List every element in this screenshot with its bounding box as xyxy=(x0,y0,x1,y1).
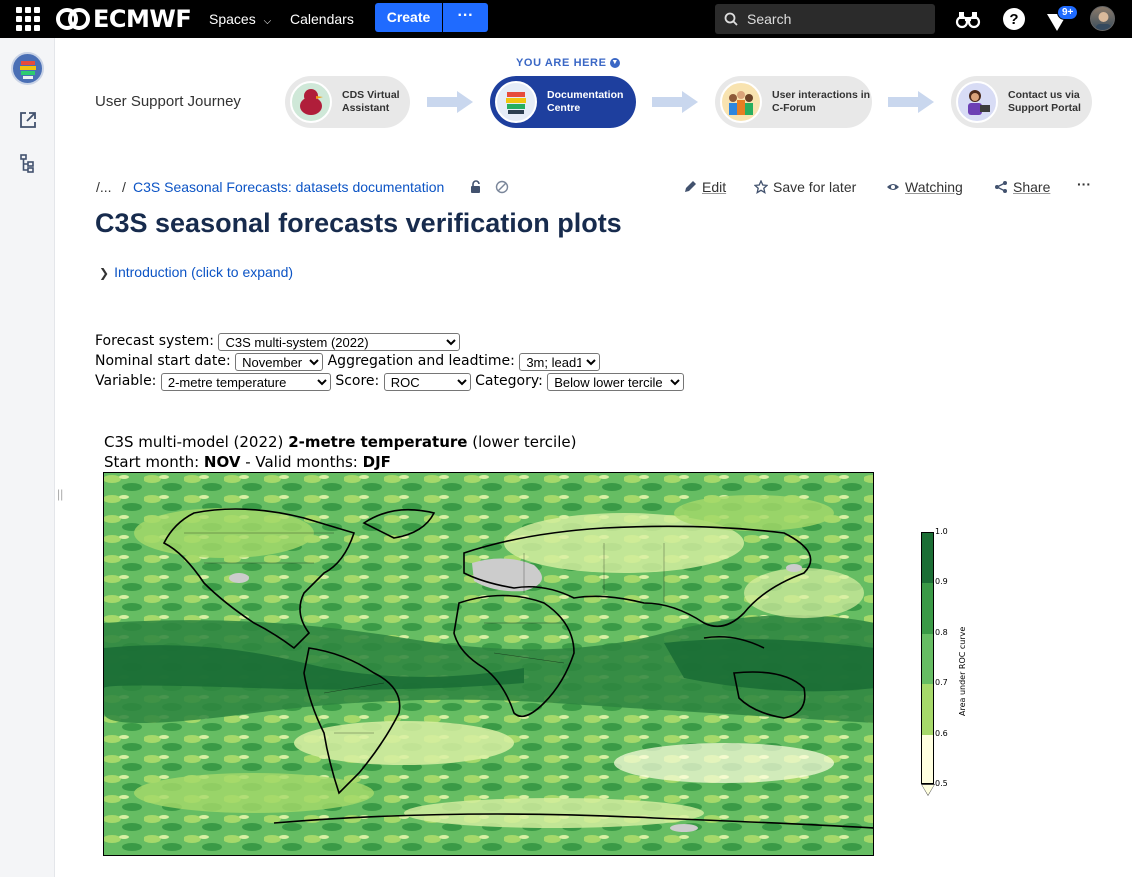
aggregation-label: Aggregation and leadtime: xyxy=(327,353,515,369)
page-tree-icon[interactable] xyxy=(18,153,38,173)
user-avatar-icon xyxy=(1096,12,1111,30)
score-select[interactable]: ROC xyxy=(383,373,471,391)
support-agent-icon xyxy=(956,81,998,123)
colorbar xyxy=(921,532,934,784)
journey-step-support-portal[interactable]: Contact us via Support Portal xyxy=(951,76,1092,128)
people-icon xyxy=(720,81,762,123)
create-button[interactable]: Create xyxy=(375,3,442,32)
space-sidebar xyxy=(0,38,55,877)
colorbar-tick: 0.5 xyxy=(935,779,948,788)
breadcrumb-parent-link[interactable]: C3S Seasonal Forecasts: datasets documen… xyxy=(133,179,445,195)
colorbar-tick: 1.0 xyxy=(935,527,948,536)
save-for-later-button[interactable]: Save for later xyxy=(754,179,856,195)
top-navigation-bar: ECMWF Spaces ⌵ Calendars Create ··· ? 9+ xyxy=(0,0,1132,38)
help-icon[interactable]: ? xyxy=(1001,6,1027,32)
user-avatar[interactable] xyxy=(1090,6,1115,31)
expand-label: Introduction (click to expand) xyxy=(114,264,294,280)
forecast-system-select[interactable]: C3S multi-system (2022) xyxy=(218,333,461,351)
more-actions-button[interactable]: ··· xyxy=(1077,176,1091,192)
user-support-journey: User Support Journey YOU ARE HERE ▼ CDS … xyxy=(95,55,1095,135)
logo-text: ECMWF xyxy=(93,5,192,33)
create-more-button[interactable]: ··· xyxy=(443,3,488,32)
colorbar-tick: 0.7 xyxy=(935,678,948,687)
you-are-here-label: YOU ARE HERE ▼ xyxy=(516,57,621,69)
journey-step-cds-assistant[interactable]: CDS Virtual Assistant xyxy=(285,76,410,128)
forecast-system-label: Forecast system: xyxy=(95,333,215,349)
svg-text:?: ? xyxy=(1009,11,1018,28)
category-select[interactable]: Below lower tercile xyxy=(547,373,685,391)
restricted-icon[interactable] xyxy=(495,180,509,194)
journey-step-label: User interactions in C-Forum xyxy=(772,89,871,114)
space-logo-icon xyxy=(20,61,36,79)
app-switcher-icon[interactable] xyxy=(16,7,40,31)
arrow-right-icon xyxy=(652,91,698,113)
star-icon xyxy=(754,180,768,194)
watching-button[interactable]: Watching xyxy=(886,179,963,195)
form-row-1: Forecast system: C3S multi-system (2022) xyxy=(95,333,461,351)
save-label: Save for later xyxy=(773,179,857,195)
search-icon xyxy=(724,12,738,26)
journey-title: User Support Journey xyxy=(95,93,241,110)
colorbar-tick: 0.9 xyxy=(935,577,948,586)
category-label: Category: xyxy=(475,373,543,389)
share-button[interactable]: Share xyxy=(994,179,1050,195)
form-row-2: Nominal start date: November Aggregation… xyxy=(95,353,601,371)
figure-title-line1: C3S multi-model (2022) 2-metre temperatu… xyxy=(104,433,577,451)
score-label: Score: xyxy=(335,373,380,389)
colorbar-label: Area under ROC curve xyxy=(958,626,967,716)
variable-select[interactable]: 2-metre temperature xyxy=(160,373,331,391)
search-input[interactable] xyxy=(747,4,927,34)
watching-label: Watching xyxy=(905,179,963,195)
page-title: C3S seasonal forecasts verification plot… xyxy=(95,208,622,238)
edit-button[interactable]: Edit xyxy=(683,179,726,195)
colorbar-tick: 0.8 xyxy=(935,628,948,637)
breadcrumb-separator: / xyxy=(122,179,126,195)
start-date-label: Nominal start date: xyxy=(95,353,231,369)
arrow-right-icon xyxy=(888,91,934,113)
books-icon xyxy=(495,81,537,123)
binoculars-icon[interactable] xyxy=(955,6,981,32)
nav-spaces[interactable]: Spaces ⌵ xyxy=(209,0,271,38)
aggregation-select[interactable]: 3m; lead1 xyxy=(519,353,601,371)
chevron-down-icon: ⌵ xyxy=(263,16,272,27)
figure-title-line2: Start month: NOV - Valid months: DJF xyxy=(104,453,391,471)
form-row-3: Variable: 2-metre temperature Score: ROC… xyxy=(95,373,685,391)
chevron-right-icon: ❯ xyxy=(99,266,110,280)
journey-step-label: Contact us via Support Portal xyxy=(1008,89,1081,114)
share-label: Share xyxy=(1013,179,1051,195)
eye-icon xyxy=(887,184,899,190)
nav-spaces-label: Spaces xyxy=(209,11,256,27)
introduction-expand[interactable]: ❯ Introduction (click to expand) xyxy=(99,264,293,280)
arrow-right-icon xyxy=(427,91,473,113)
space-avatar[interactable] xyxy=(11,52,44,85)
world-map-image xyxy=(104,473,873,855)
start-date-select[interactable]: November xyxy=(235,353,324,371)
ecmwf-logo[interactable]: ECMWF xyxy=(56,5,192,33)
journey-step-label: CDS Virtual Assistant xyxy=(342,89,400,114)
nav-calendars[interactable]: Calendars xyxy=(290,11,354,27)
notification-badge: 9+ xyxy=(1057,5,1079,20)
journey-step-c-forum[interactable]: User interactions in C-Forum xyxy=(715,76,872,128)
chevron-down-circle-icon: ▼ xyxy=(610,58,621,69)
share-icon xyxy=(995,181,1007,193)
search-box[interactable] xyxy=(715,4,935,34)
duck-icon xyxy=(290,81,332,123)
ecmwf-logo-mark-icon xyxy=(56,8,90,30)
roc-world-map xyxy=(103,472,874,856)
sidebar-resize-handle[interactable]: || xyxy=(57,487,64,501)
pencil-icon xyxy=(685,181,696,192)
edit-label: Edit xyxy=(702,179,727,195)
journey-step-label: Documentation Centre xyxy=(547,89,624,114)
variable-label: Variable: xyxy=(95,373,157,389)
journey-step-documentation-centre[interactable]: Documentation Centre xyxy=(490,76,636,128)
external-link-icon[interactable] xyxy=(18,110,38,130)
breadcrumb-ellipsis[interactable]: /... xyxy=(96,179,112,195)
colorbar-tick: 0.6 xyxy=(935,729,948,738)
unlock-icon[interactable] xyxy=(469,180,483,194)
colorbar-extend-triangle-fill xyxy=(922,785,934,795)
